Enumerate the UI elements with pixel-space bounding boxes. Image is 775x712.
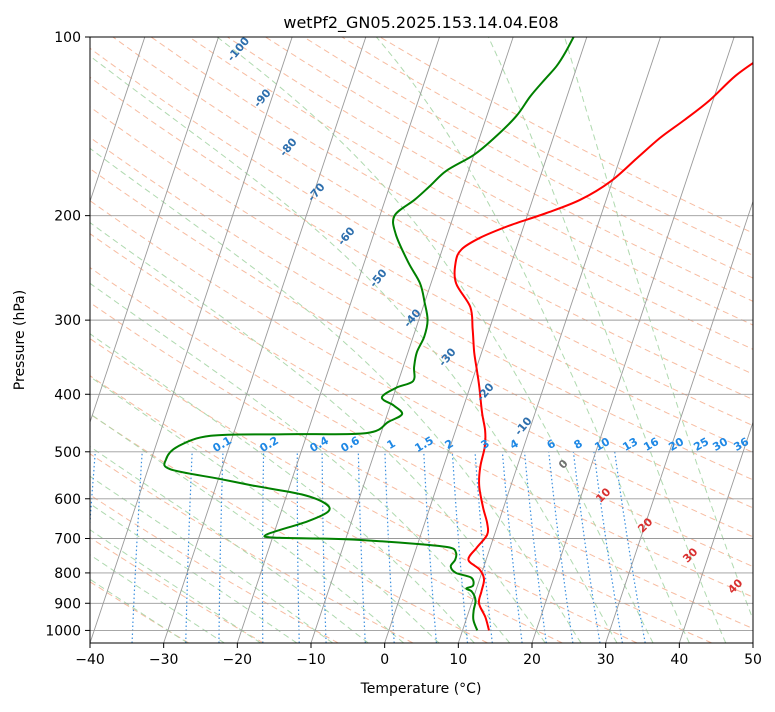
chart-title: wetPf2_GN05.2025.153.14.04.E08 [283, 13, 558, 33]
x-tick-label: −20 [223, 652, 253, 668]
x-tick-label: 50 [744, 652, 762, 668]
y-tick-label: 300 [54, 313, 81, 329]
x-axis-label: Temperature (°C) [360, 681, 482, 697]
y-tick-label: 200 [54, 209, 81, 225]
x-tick-label: 30 [597, 652, 615, 668]
x-tick-label: 20 [523, 652, 541, 668]
y-tick-label: 900 [54, 596, 81, 612]
y-tick-label: 800 [54, 566, 81, 582]
y-tick-label: 100 [54, 30, 81, 46]
x-tick-label: −10 [296, 652, 326, 668]
y-tick-label: 700 [54, 532, 81, 548]
y-tick-label: 500 [54, 445, 81, 461]
y-axis-label: Pressure (hPa) [12, 290, 28, 390]
y-tick-label: 1000 [45, 623, 81, 639]
x-tick-label: −30 [149, 652, 179, 668]
y-tick-label: 600 [54, 492, 81, 508]
x-tick-label: −40 [75, 652, 105, 668]
x-tick-label: 10 [449, 652, 467, 668]
y-tick-label: 400 [54, 387, 81, 403]
x-tick-label: 0 [380, 652, 389, 668]
x-tick-label: 40 [670, 652, 688, 668]
